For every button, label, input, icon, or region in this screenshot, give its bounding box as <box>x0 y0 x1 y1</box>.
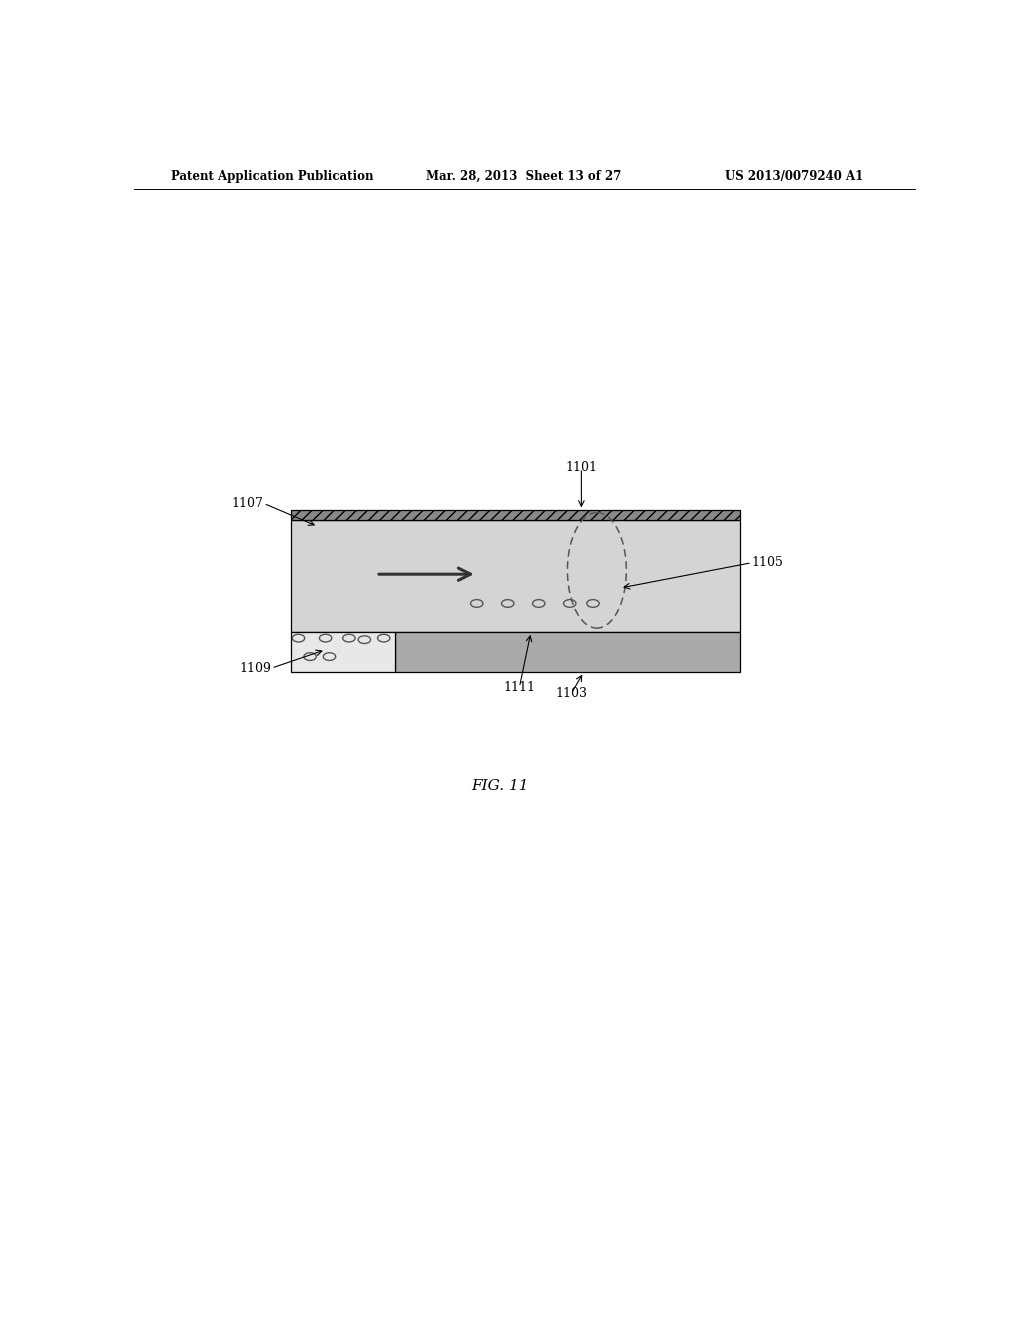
Text: 1105: 1105 <box>752 556 783 569</box>
Text: Patent Application Publication: Patent Application Publication <box>171 169 373 182</box>
Text: 1109: 1109 <box>240 661 271 675</box>
Text: 1103: 1103 <box>555 686 588 700</box>
Bar <box>395 632 740 672</box>
Text: 1111: 1111 <box>504 681 536 694</box>
Text: 1101: 1101 <box>565 462 597 474</box>
Text: Mar. 28, 2013  Sheet 13 of 27: Mar. 28, 2013 Sheet 13 of 27 <box>426 169 622 182</box>
Text: FIG. 11: FIG. 11 <box>471 779 528 793</box>
Text: US 2013/0079240 A1: US 2013/0079240 A1 <box>725 169 863 182</box>
Bar <box>291 511 740 520</box>
Text: 1107: 1107 <box>231 496 263 510</box>
Bar <box>291 632 395 672</box>
Bar <box>291 520 740 632</box>
